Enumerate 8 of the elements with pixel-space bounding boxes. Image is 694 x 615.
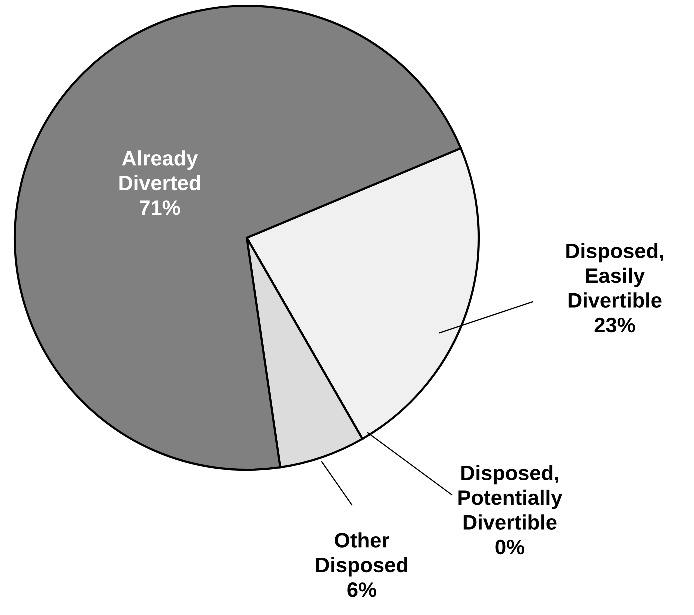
data-label: 71%	[140, 200, 180, 216]
category-label: Disposed, Potentially Divertible	[458, 465, 563, 530]
data-label: 23%	[594, 318, 636, 333]
slice-label: Disposed, Easily Divertible	[566, 243, 664, 308]
slice-label: Other Disposed	[316, 532, 408, 577]
text: 0%	[496, 540, 525, 555]
slice-label: Already Diverted	[120, 150, 200, 191]
data-label: 6%	[348, 582, 377, 598]
